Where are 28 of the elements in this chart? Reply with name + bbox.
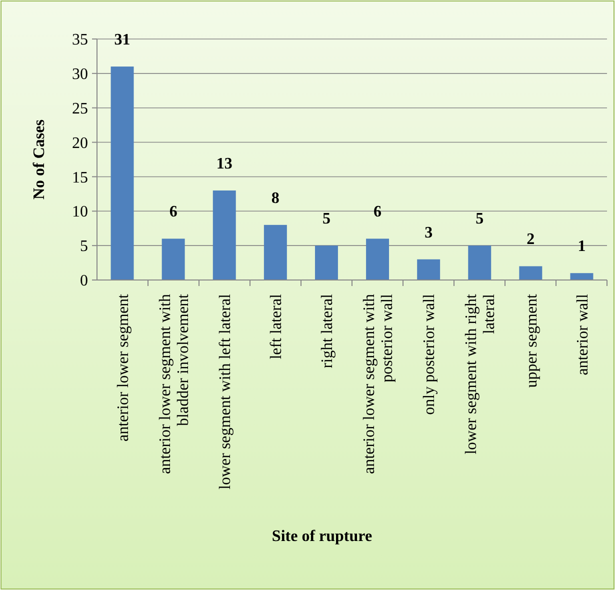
data-label: 5 xyxy=(476,210,484,228)
x-tick-label: only posterior wall xyxy=(421,293,438,415)
x-tick-label: lower segment with left lateral xyxy=(216,293,234,490)
y-tick-label: 15 xyxy=(72,169,88,186)
x-tick-label: right lateral xyxy=(319,293,336,368)
data-label: 1 xyxy=(578,238,586,256)
x-tick-label: lower segment with right lateral xyxy=(463,293,498,454)
y-tick-label: 10 xyxy=(72,204,88,221)
x-tick-label: anterior wall xyxy=(574,293,592,376)
y-tick-label: 25 xyxy=(72,100,88,118)
x-tick-label: left lateral xyxy=(268,293,286,360)
y-tick-label: 0 xyxy=(80,272,88,290)
data-label: 6 xyxy=(374,204,382,221)
data-label: 31 xyxy=(114,32,130,49)
data-label: 5 xyxy=(322,210,330,228)
y-axis-title: No of Cases xyxy=(31,120,48,200)
x-tick-label: upper segment xyxy=(523,293,540,388)
y-tick-label: 5 xyxy=(80,238,88,256)
y-tick-label: 30 xyxy=(72,66,88,84)
y-tick-label: 35 xyxy=(72,32,88,49)
x-tick-label: anterior lower segment xyxy=(114,293,132,442)
y-tick-label: 20 xyxy=(72,134,88,152)
data-label: 8 xyxy=(271,190,280,207)
data-label: 13 xyxy=(216,155,232,172)
data-label: 2 xyxy=(526,231,535,248)
data-label: 3 xyxy=(424,224,433,242)
x-axis-title: Site of rupture xyxy=(272,528,372,546)
data-label: 6 xyxy=(169,204,178,221)
